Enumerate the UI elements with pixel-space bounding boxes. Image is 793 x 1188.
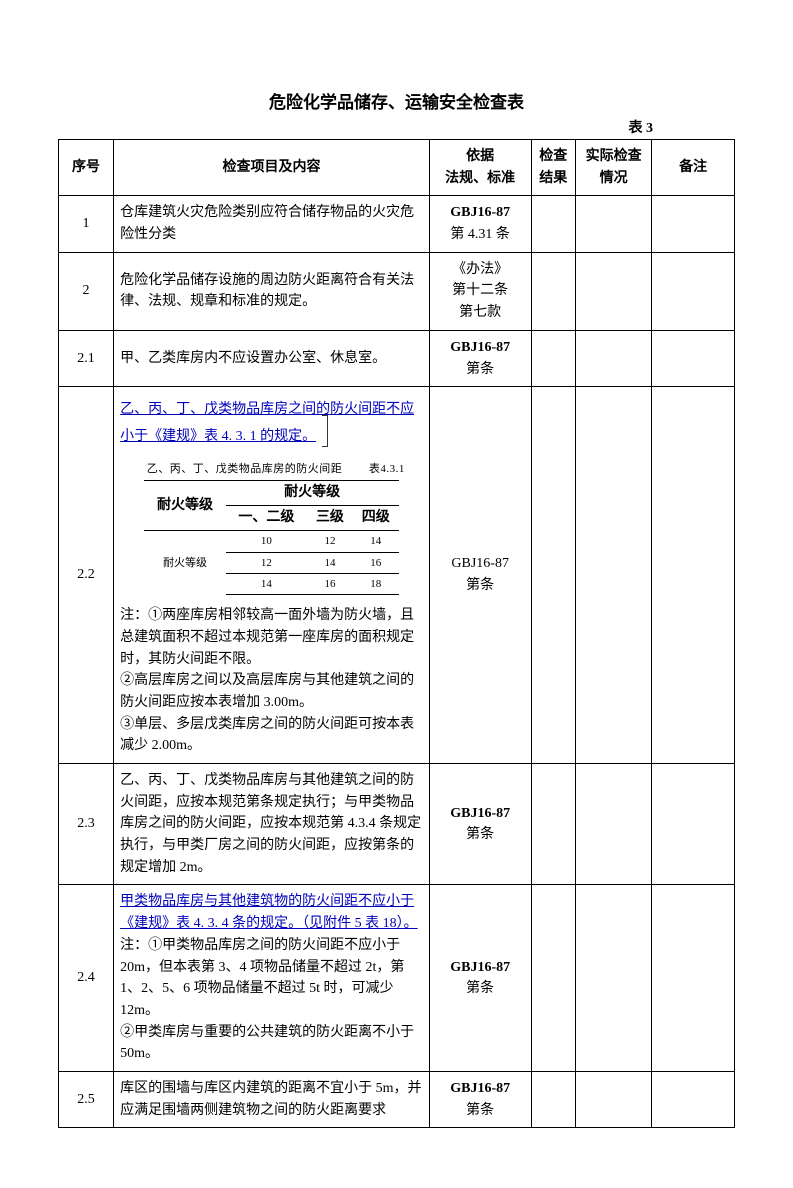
table-row: 2.3 乙、丙、丁、戊类物品库房与其他建筑之间的防火间距，应按本规范第条规定执行… xyxy=(59,764,735,885)
table-header-row: 序号 检查项目及内容 依据 法规、标准 检查 结果 实际检查 情况 备注 xyxy=(59,140,735,196)
col-content: 检查项目及内容 xyxy=(114,140,430,196)
cell-note xyxy=(652,1071,735,1127)
cell-content: 仓库建筑火灾危险类别应符合储存物品的火灾危险性分类 xyxy=(114,196,430,252)
cell-note xyxy=(652,387,735,764)
cell-basis: GBJ16-87 第条 xyxy=(429,387,531,764)
bracket-icon xyxy=(322,415,328,447)
cell-actual xyxy=(576,1071,652,1127)
document-title: 危险化学品储存、运输安全检查表 xyxy=(58,88,735,113)
cell-seq: 2.2 xyxy=(59,387,114,764)
col-note: 备注 xyxy=(652,140,735,196)
inner-distance-table: 耐火等级 耐火等级 一、二级 三级 四级 耐火等级 xyxy=(144,480,398,595)
col-seq: 序号 xyxy=(59,140,114,196)
cell-basis: 《办法》 第十二条 第七款 xyxy=(429,252,531,330)
cell-basis: GBJ16-87 第条 xyxy=(429,885,531,1072)
page-container: 危险化学品储存、运输安全检查表 表 3 序号 检查项目及内容 依据 法规、标准 … xyxy=(0,0,793,1188)
cell-content: 甲、乙类库房内不应设置办公室、休息室。 xyxy=(114,330,430,386)
cell-result xyxy=(531,1071,576,1127)
cell-content: 危险化学品储存设施的周边防火距离符合有关法律、法规、规章和标准的规定。 xyxy=(114,252,430,330)
cell-note xyxy=(652,196,735,252)
table-row: 2.5 库区的围墙与库区内建筑的距离不宜小于 5m，并应满足围墙两侧建筑物之间的… xyxy=(59,1071,735,1127)
cell-seq: 2.5 xyxy=(59,1071,114,1127)
cell-note xyxy=(652,330,735,386)
regulation-link[interactable]: 乙、丙、丁、戊类物品库房之间的防火间距不应小于《建规》表 4. 3. 1 的规定… xyxy=(120,402,414,444)
cell-actual xyxy=(576,764,652,885)
cell-note xyxy=(652,764,735,885)
cell-content: 库区的围墙与库区内建筑的距离不宜小于 5m，并应满足围墙两侧建筑物之间的防火距离… xyxy=(114,1071,430,1127)
cell-basis: GBJ16-87 第 4.31 条 xyxy=(429,196,531,252)
table-row: 2.2 乙、丙、丁、戊类物品库房之间的防火间距不应小于《建规》表 4. 3. 1… xyxy=(59,387,735,764)
cell-content: 乙、丙、丁、戊类物品库房之间的防火间距不应小于《建规》表 4. 3. 1 的规定… xyxy=(114,387,430,764)
inner-table-wrap: 乙、丙、丁、戊类物品库房的防火间距 表4.3.1 耐火等级 耐火等级 一、二级 … xyxy=(120,461,423,595)
cell-actual xyxy=(576,387,652,764)
cell-seq: 2.1 xyxy=(59,330,114,386)
inspection-table: 序号 检查项目及内容 依据 法规、标准 检查 结果 实际检查 情况 备注 1 仓… xyxy=(58,139,735,1128)
notes-block: 注：①两座库房相邻较高一面外墙为防火墙，且总建筑面积不超过本规范第一座库房的面积… xyxy=(120,605,423,757)
table-number-label: 表 3 xyxy=(58,117,735,137)
cell-actual xyxy=(576,252,652,330)
cell-seq: 2.4 xyxy=(59,885,114,1072)
cell-note xyxy=(652,252,735,330)
col-basis: 依据 法规、标准 xyxy=(429,140,531,196)
cell-seq: 2 xyxy=(59,252,114,330)
cell-note xyxy=(652,885,735,1072)
cell-basis: GBJ16-87 第条 xyxy=(429,1071,531,1127)
table-row: 2 危险化学品储存设施的周边防火距离符合有关法律、法规、规章和标准的规定。 《办… xyxy=(59,252,735,330)
cell-result xyxy=(531,252,576,330)
cell-result xyxy=(531,196,576,252)
col-actual: 实际检查 情况 xyxy=(576,140,652,196)
col-result: 检查 结果 xyxy=(531,140,576,196)
table-row: 1 仓库建筑火灾危险类别应符合储存物品的火灾危险性分类 GBJ16-87 第 4… xyxy=(59,196,735,252)
table-row: 2.4 甲类物品库房与其他建筑物的防火间距不应小于《建规》表 4. 3. 4 条… xyxy=(59,885,735,1072)
inner-caption: 乙、丙、丁、戊类物品库房的防火间距 表4.3.1 xyxy=(120,461,423,478)
cell-basis: GBJ16-87 第条 xyxy=(429,330,531,386)
cell-seq: 1 xyxy=(59,196,114,252)
cell-result xyxy=(531,764,576,885)
regulation-link[interactable]: 甲类物品库房与其他建筑物的防火间距不应小于《建规》表 4. 3. 4 条的规定。… xyxy=(120,894,418,931)
cell-result xyxy=(531,330,576,386)
cell-content: 乙、丙、丁、戊类物品库房与其他建筑之间的防火间距，应按本规范第条规定执行；与甲类… xyxy=(114,764,430,885)
table-row: 2.1 甲、乙类库房内不应设置办公室、休息室。 GBJ16-87 第条 xyxy=(59,330,735,386)
cell-actual xyxy=(576,885,652,1072)
cell-content: 甲类物品库房与其他建筑物的防火间距不应小于《建规》表 4. 3. 4 条的规定。… xyxy=(114,885,430,1072)
cell-actual xyxy=(576,196,652,252)
side-label: 耐火等级 xyxy=(144,531,225,595)
cell-actual xyxy=(576,330,652,386)
cell-result xyxy=(531,387,576,764)
cell-result xyxy=(531,885,576,1072)
cell-seq: 2.3 xyxy=(59,764,114,885)
cell-basis: GBJ16-87 第条 xyxy=(429,764,531,885)
